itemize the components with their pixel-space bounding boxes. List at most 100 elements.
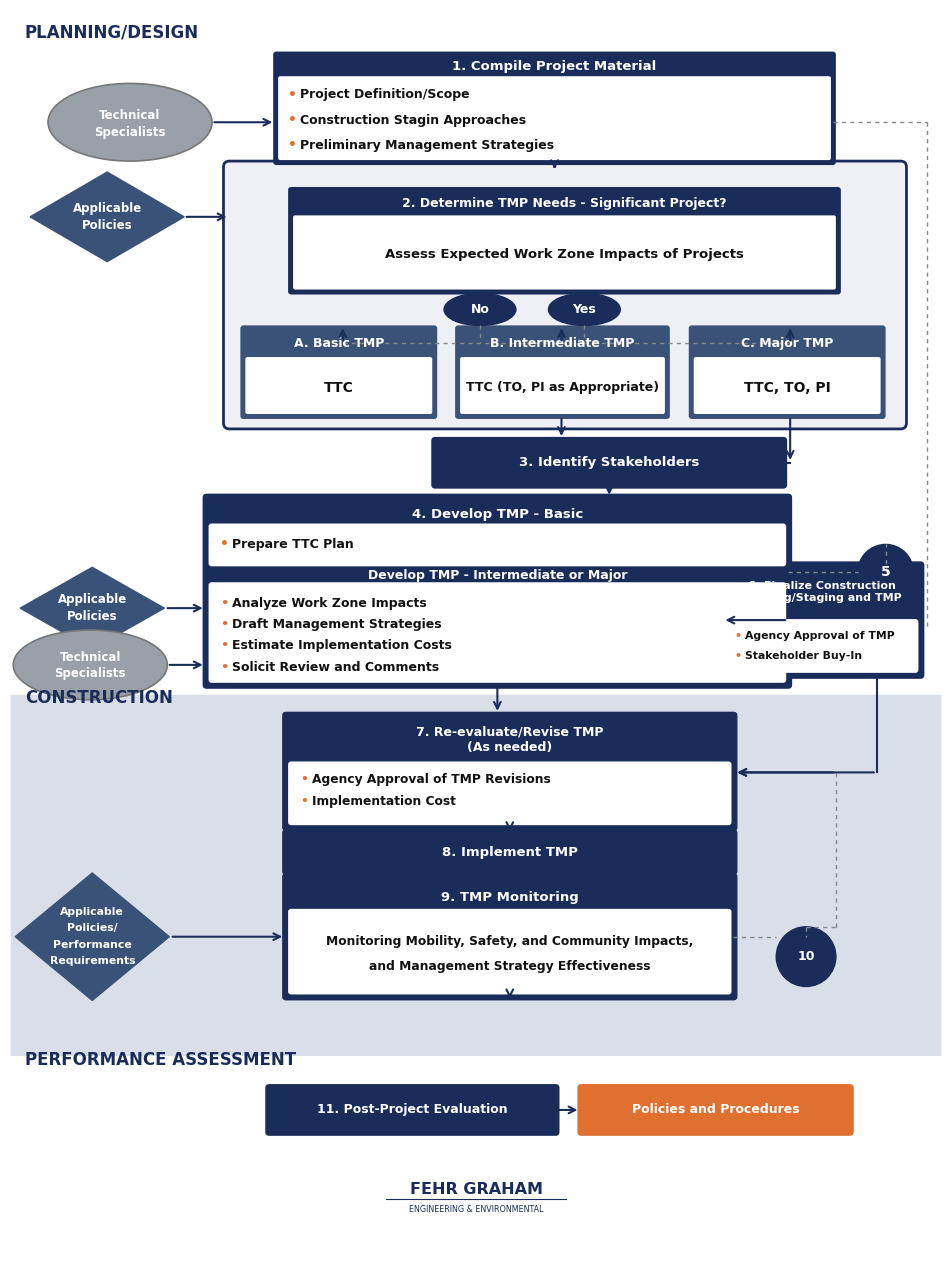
Text: 1. Compile Project Material: 1. Compile Project Material (452, 60, 657, 73)
FancyBboxPatch shape (460, 357, 664, 413)
Text: Technical: Technical (99, 109, 161, 122)
Text: Project Definition/Scope: Project Definition/Scope (300, 88, 469, 101)
FancyBboxPatch shape (289, 188, 840, 219)
FancyBboxPatch shape (282, 712, 738, 831)
Text: Specialists: Specialists (94, 125, 166, 138)
FancyBboxPatch shape (208, 582, 786, 682)
FancyBboxPatch shape (288, 909, 731, 995)
Text: Estimate Implementation Costs: Estimate Implementation Costs (232, 640, 452, 653)
Ellipse shape (548, 293, 620, 325)
FancyBboxPatch shape (456, 326, 669, 361)
Text: Agency Approval of TMP: Agency Approval of TMP (745, 631, 895, 641)
FancyBboxPatch shape (266, 1084, 560, 1135)
Text: Policies/: Policies/ (67, 923, 117, 933)
FancyBboxPatch shape (455, 325, 670, 419)
FancyBboxPatch shape (720, 562, 924, 678)
FancyBboxPatch shape (690, 326, 884, 361)
Text: Preliminary Management Strategies: Preliminary Management Strategies (300, 140, 554, 152)
Text: •: • (288, 113, 296, 127)
Text: Policies: Policies (82, 219, 132, 232)
Text: Policies: Policies (67, 609, 117, 623)
Text: Agency Approval of TMP Revisions: Agency Approval of TMP Revisions (312, 773, 550, 786)
Text: Implementation Cost: Implementation Cost (312, 795, 456, 808)
FancyBboxPatch shape (10, 13, 942, 695)
Text: Develop TMP - Intermediate or Major: Develop TMP - Intermediate or Major (367, 568, 627, 582)
Text: •: • (300, 795, 307, 808)
Text: Assess Expected Work Zone Impacts of Projects: Assess Expected Work Zone Impacts of Pro… (385, 248, 744, 261)
Text: 3. Identify Stakeholders: 3. Identify Stakeholders (519, 456, 700, 470)
FancyBboxPatch shape (246, 357, 432, 413)
FancyBboxPatch shape (282, 829, 738, 876)
Text: Analyze Work Zone Impacts: Analyze Work Zone Impacts (232, 596, 427, 609)
Text: •: • (220, 596, 228, 609)
Text: B. Intermediate TMP: B. Intermediate TMP (490, 337, 635, 351)
FancyBboxPatch shape (282, 873, 738, 1001)
Ellipse shape (445, 293, 516, 325)
Text: No: No (470, 303, 489, 316)
FancyBboxPatch shape (688, 325, 885, 419)
Text: 6. Finalize Construction
Phasing/Staging and TMP: 6. Finalize Construction Phasing/Staging… (743, 581, 902, 603)
FancyBboxPatch shape (278, 77, 831, 160)
Text: Technical: Technical (60, 652, 121, 664)
Ellipse shape (48, 83, 212, 161)
Text: Solicit Review and Comments: Solicit Review and Comments (232, 660, 440, 673)
FancyBboxPatch shape (208, 524, 786, 566)
Text: Yes: Yes (572, 303, 596, 316)
Text: •: • (734, 631, 741, 641)
Ellipse shape (13, 630, 168, 700)
FancyBboxPatch shape (10, 695, 942, 1056)
Text: •: • (288, 138, 296, 152)
Polygon shape (20, 567, 165, 649)
FancyBboxPatch shape (10, 1056, 942, 1252)
Text: •: • (300, 773, 307, 786)
FancyBboxPatch shape (224, 161, 906, 429)
Text: Applicable: Applicable (60, 908, 124, 916)
Text: Requirements: Requirements (50, 956, 135, 966)
Text: Stakeholder Buy-In: Stakeholder Buy-In (745, 652, 863, 660)
Text: 4. Develop TMP - Basic: 4. Develop TMP - Basic (412, 508, 583, 521)
FancyBboxPatch shape (203, 494, 792, 689)
Text: TTC (TO, PI as Appropriate): TTC (TO, PI as Appropriate) (466, 381, 659, 394)
Text: A. Basic TMP: A. Basic TMP (293, 337, 384, 351)
Text: 5: 5 (881, 566, 890, 580)
Text: TTC: TTC (324, 380, 354, 394)
Text: Prepare TTC Plan: Prepare TTC Plan (232, 538, 354, 550)
Text: Performance: Performance (53, 940, 131, 950)
Text: ENGINEERING & ENVIRONMENTAL: ENGINEERING & ENVIRONMENTAL (408, 1204, 544, 1213)
Text: 2. Determine TMP Needs - Significant Project?: 2. Determine TMP Needs - Significant Pro… (402, 197, 726, 210)
Text: •: • (220, 618, 228, 631)
FancyBboxPatch shape (293, 215, 836, 289)
FancyBboxPatch shape (431, 436, 787, 489)
Text: PERFORMANCE ASSESSMENT: PERFORMANCE ASSESSMENT (25, 1051, 296, 1069)
Text: Construction Stagin Approaches: Construction Stagin Approaches (300, 114, 526, 127)
Text: Applicable: Applicable (72, 202, 142, 215)
Text: Applicable: Applicable (58, 594, 127, 607)
Text: •: • (220, 538, 228, 552)
FancyBboxPatch shape (725, 620, 919, 673)
FancyBboxPatch shape (288, 187, 841, 294)
Text: 7. Re-evaluate/Revise TMP
(As needed): 7. Re-evaluate/Revise TMP (As needed) (416, 724, 604, 754)
Text: •: • (220, 660, 228, 673)
FancyBboxPatch shape (578, 1084, 854, 1135)
Circle shape (776, 927, 836, 987)
Text: •: • (734, 652, 741, 660)
Text: Specialists: Specialists (54, 667, 126, 681)
FancyBboxPatch shape (694, 357, 881, 413)
Circle shape (858, 544, 913, 600)
Text: PLANNING/DESIGN: PLANNING/DESIGN (25, 23, 199, 42)
FancyBboxPatch shape (274, 52, 835, 81)
Polygon shape (30, 172, 185, 261)
Text: 8. Implement TMP: 8. Implement TMP (442, 846, 578, 859)
Text: CONSTRUCTION: CONSTRUCTION (25, 689, 172, 707)
Polygon shape (15, 873, 169, 1001)
Text: and Management Strategy Effectiveness: and Management Strategy Effectiveness (369, 960, 650, 973)
Text: FEHR GRAHAM: FEHR GRAHAM (409, 1183, 543, 1197)
Text: 11. Post-Project Evaluation: 11. Post-Project Evaluation (317, 1103, 507, 1116)
FancyBboxPatch shape (273, 51, 836, 165)
Text: Policies and Procedures: Policies and Procedures (632, 1103, 800, 1116)
FancyBboxPatch shape (241, 325, 437, 419)
Text: •: • (288, 88, 296, 102)
FancyBboxPatch shape (288, 762, 731, 826)
Text: Monitoring Mobility, Safety, and Community Impacts,: Monitoring Mobility, Safety, and Communi… (327, 936, 693, 948)
Text: 9. TMP Monitoring: 9. TMP Monitoring (441, 891, 579, 905)
